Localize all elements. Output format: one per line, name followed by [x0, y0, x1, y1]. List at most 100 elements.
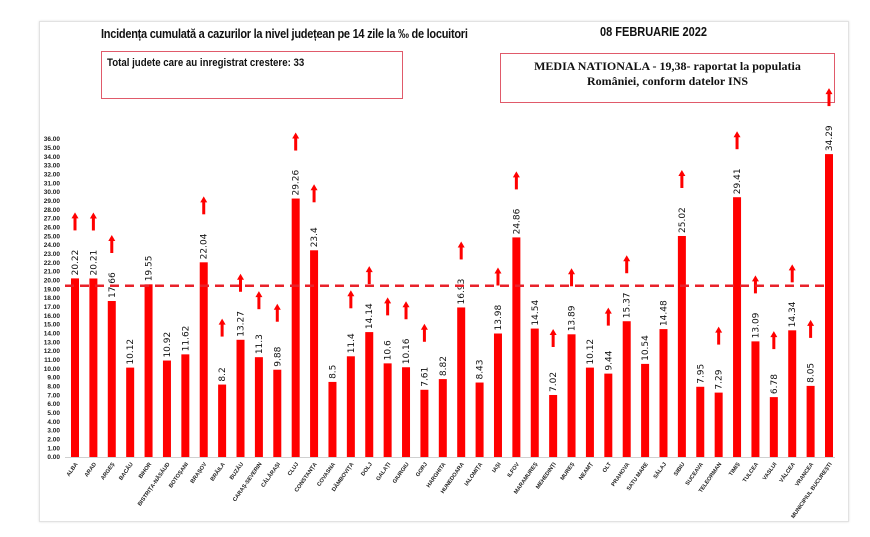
bar-ilfov [512, 237, 521, 457]
bar-suceava [696, 386, 705, 457]
y-tick-label: 18.00 [44, 295, 61, 302]
data-label: 10.16 [402, 338, 412, 364]
bar-sibiu [677, 235, 686, 457]
bar-gorj [420, 389, 429, 457]
y-tick-label: 15.00 [44, 322, 61, 329]
data-label: 24.86 [512, 208, 522, 234]
data-label: 25.02 [678, 207, 688, 233]
bar-buzău [236, 339, 245, 457]
bar-călărași [273, 369, 282, 457]
bar-constanța [310, 250, 319, 457]
category-label: IALOMIȚA [464, 462, 484, 488]
y-tick-label: 28.00 [44, 207, 61, 214]
y-tick-label: 24.00 [44, 242, 61, 249]
category-label: MUREȘ [560, 461, 577, 481]
bar-timiș [733, 197, 742, 457]
data-label: 34.29 [825, 125, 835, 151]
y-tick-label: 32.00 [44, 172, 61, 179]
category-label: BISTRIȚA-NĂSĂUD [136, 461, 171, 507]
bar-dâmbovița [346, 356, 355, 457]
y-tick-label: 7.00 [47, 392, 60, 399]
category-label: ILFOV [507, 461, 522, 478]
category-label: ARAD [84, 462, 98, 479]
bar-olt [604, 373, 613, 457]
increase-arrow-icon [292, 132, 300, 151]
bar-dolj [365, 332, 374, 457]
increase-arrow-icon [384, 297, 392, 316]
increase-arrow-icon [89, 212, 97, 231]
increase-arrow-icon [347, 290, 355, 309]
y-tick-label: 35.00 [44, 145, 61, 152]
category-label: DOLJ [360, 462, 373, 478]
category-label: VÂLCEA [778, 461, 797, 484]
increase-arrow-icon [512, 171, 520, 190]
category-label: BACĂU [117, 461, 134, 482]
y-tick-label: 30.00 [44, 189, 61, 196]
data-label: 14.34 [788, 301, 798, 327]
bar-prahova [622, 321, 631, 457]
y-tick-label: 16.00 [44, 313, 61, 320]
increase-arrow-icon [678, 169, 686, 188]
bar-cluj [291, 198, 300, 457]
data-label: 29.26 [292, 169, 302, 195]
increase-arrow-icon [420, 323, 428, 342]
data-label: 11.3 [255, 334, 265, 354]
y-tick-label: 6.00 [47, 401, 60, 408]
data-label: 14.14 [365, 303, 375, 329]
increase-arrow-icon [237, 273, 245, 292]
increase-arrow-icon [733, 131, 741, 150]
data-label: 23.4 [310, 227, 320, 247]
data-label: 10.6 [384, 340, 394, 360]
bar-brașov [199, 262, 208, 457]
y-tick-label: 10.00 [44, 366, 61, 373]
bar-mehedinți [549, 394, 558, 457]
data-label: 10.92 [163, 332, 173, 358]
category-label: CLUJ [287, 462, 300, 477]
increase-arrow-icon [273, 303, 281, 322]
category-label: BOTOȘANI [168, 461, 190, 489]
increase-arrow-icon [71, 212, 79, 231]
bar-bacău [126, 367, 135, 457]
y-tick-label: 2.00 [47, 437, 60, 444]
y-tick-label: 11.00 [44, 357, 60, 364]
bar-sălaj [659, 329, 668, 457]
category-label: ARGEȘ [100, 461, 116, 481]
increase-arrow-icon [365, 266, 373, 285]
y-tick-label: 34.00 [44, 154, 61, 161]
increase-arrow-icon [788, 264, 796, 283]
y-tick-label: 4.00 [47, 419, 60, 426]
category-label: BIHOR [138, 462, 153, 480]
bar-covasna [328, 381, 337, 457]
category-label: SĂLAJ [652, 461, 668, 480]
increase-arrow-icon [568, 268, 576, 287]
national-average-line1: MEDIA NATIONALA - 19,38- raportat la pop… [534, 59, 801, 73]
data-label: 9.88 [273, 346, 283, 366]
bar-botoșani [181, 354, 190, 457]
category-label: IAȘI [491, 461, 502, 474]
data-label: 10.54 [641, 335, 651, 361]
national-average-box: MEDIA NATIONALA - 19,38- raportat la pop… [500, 53, 835, 103]
data-label: 6.78 [770, 374, 780, 394]
y-tick-label: 22.00 [44, 260, 61, 267]
increase-arrow-icon [770, 331, 778, 350]
category-label: OLT [602, 461, 613, 474]
data-label: 11.4 [347, 333, 357, 353]
data-label: 14.54 [531, 300, 541, 326]
y-tick-label: 19.00 [44, 286, 61, 293]
y-tick-label: 20.00 [44, 278, 61, 285]
data-label: 10.12 [126, 339, 136, 365]
increase-arrow-icon [255, 291, 263, 310]
data-label: 8.82 [439, 356, 449, 376]
bar-arad [89, 278, 98, 457]
chart-frame [39, 21, 849, 522]
category-label: SUCEAVA [685, 462, 705, 487]
y-tick-label: 17.00 [44, 304, 61, 311]
data-label: 22.04 [200, 233, 210, 259]
increase-arrow-icon [494, 267, 502, 286]
bar-harghita [438, 379, 447, 457]
y-tick-label: 36.00 [44, 136, 61, 143]
bar-ialomița [475, 382, 484, 457]
increase-arrow-icon [200, 196, 208, 215]
increase-arrow-icon [604, 307, 612, 326]
data-label: 16.93 [457, 279, 467, 305]
